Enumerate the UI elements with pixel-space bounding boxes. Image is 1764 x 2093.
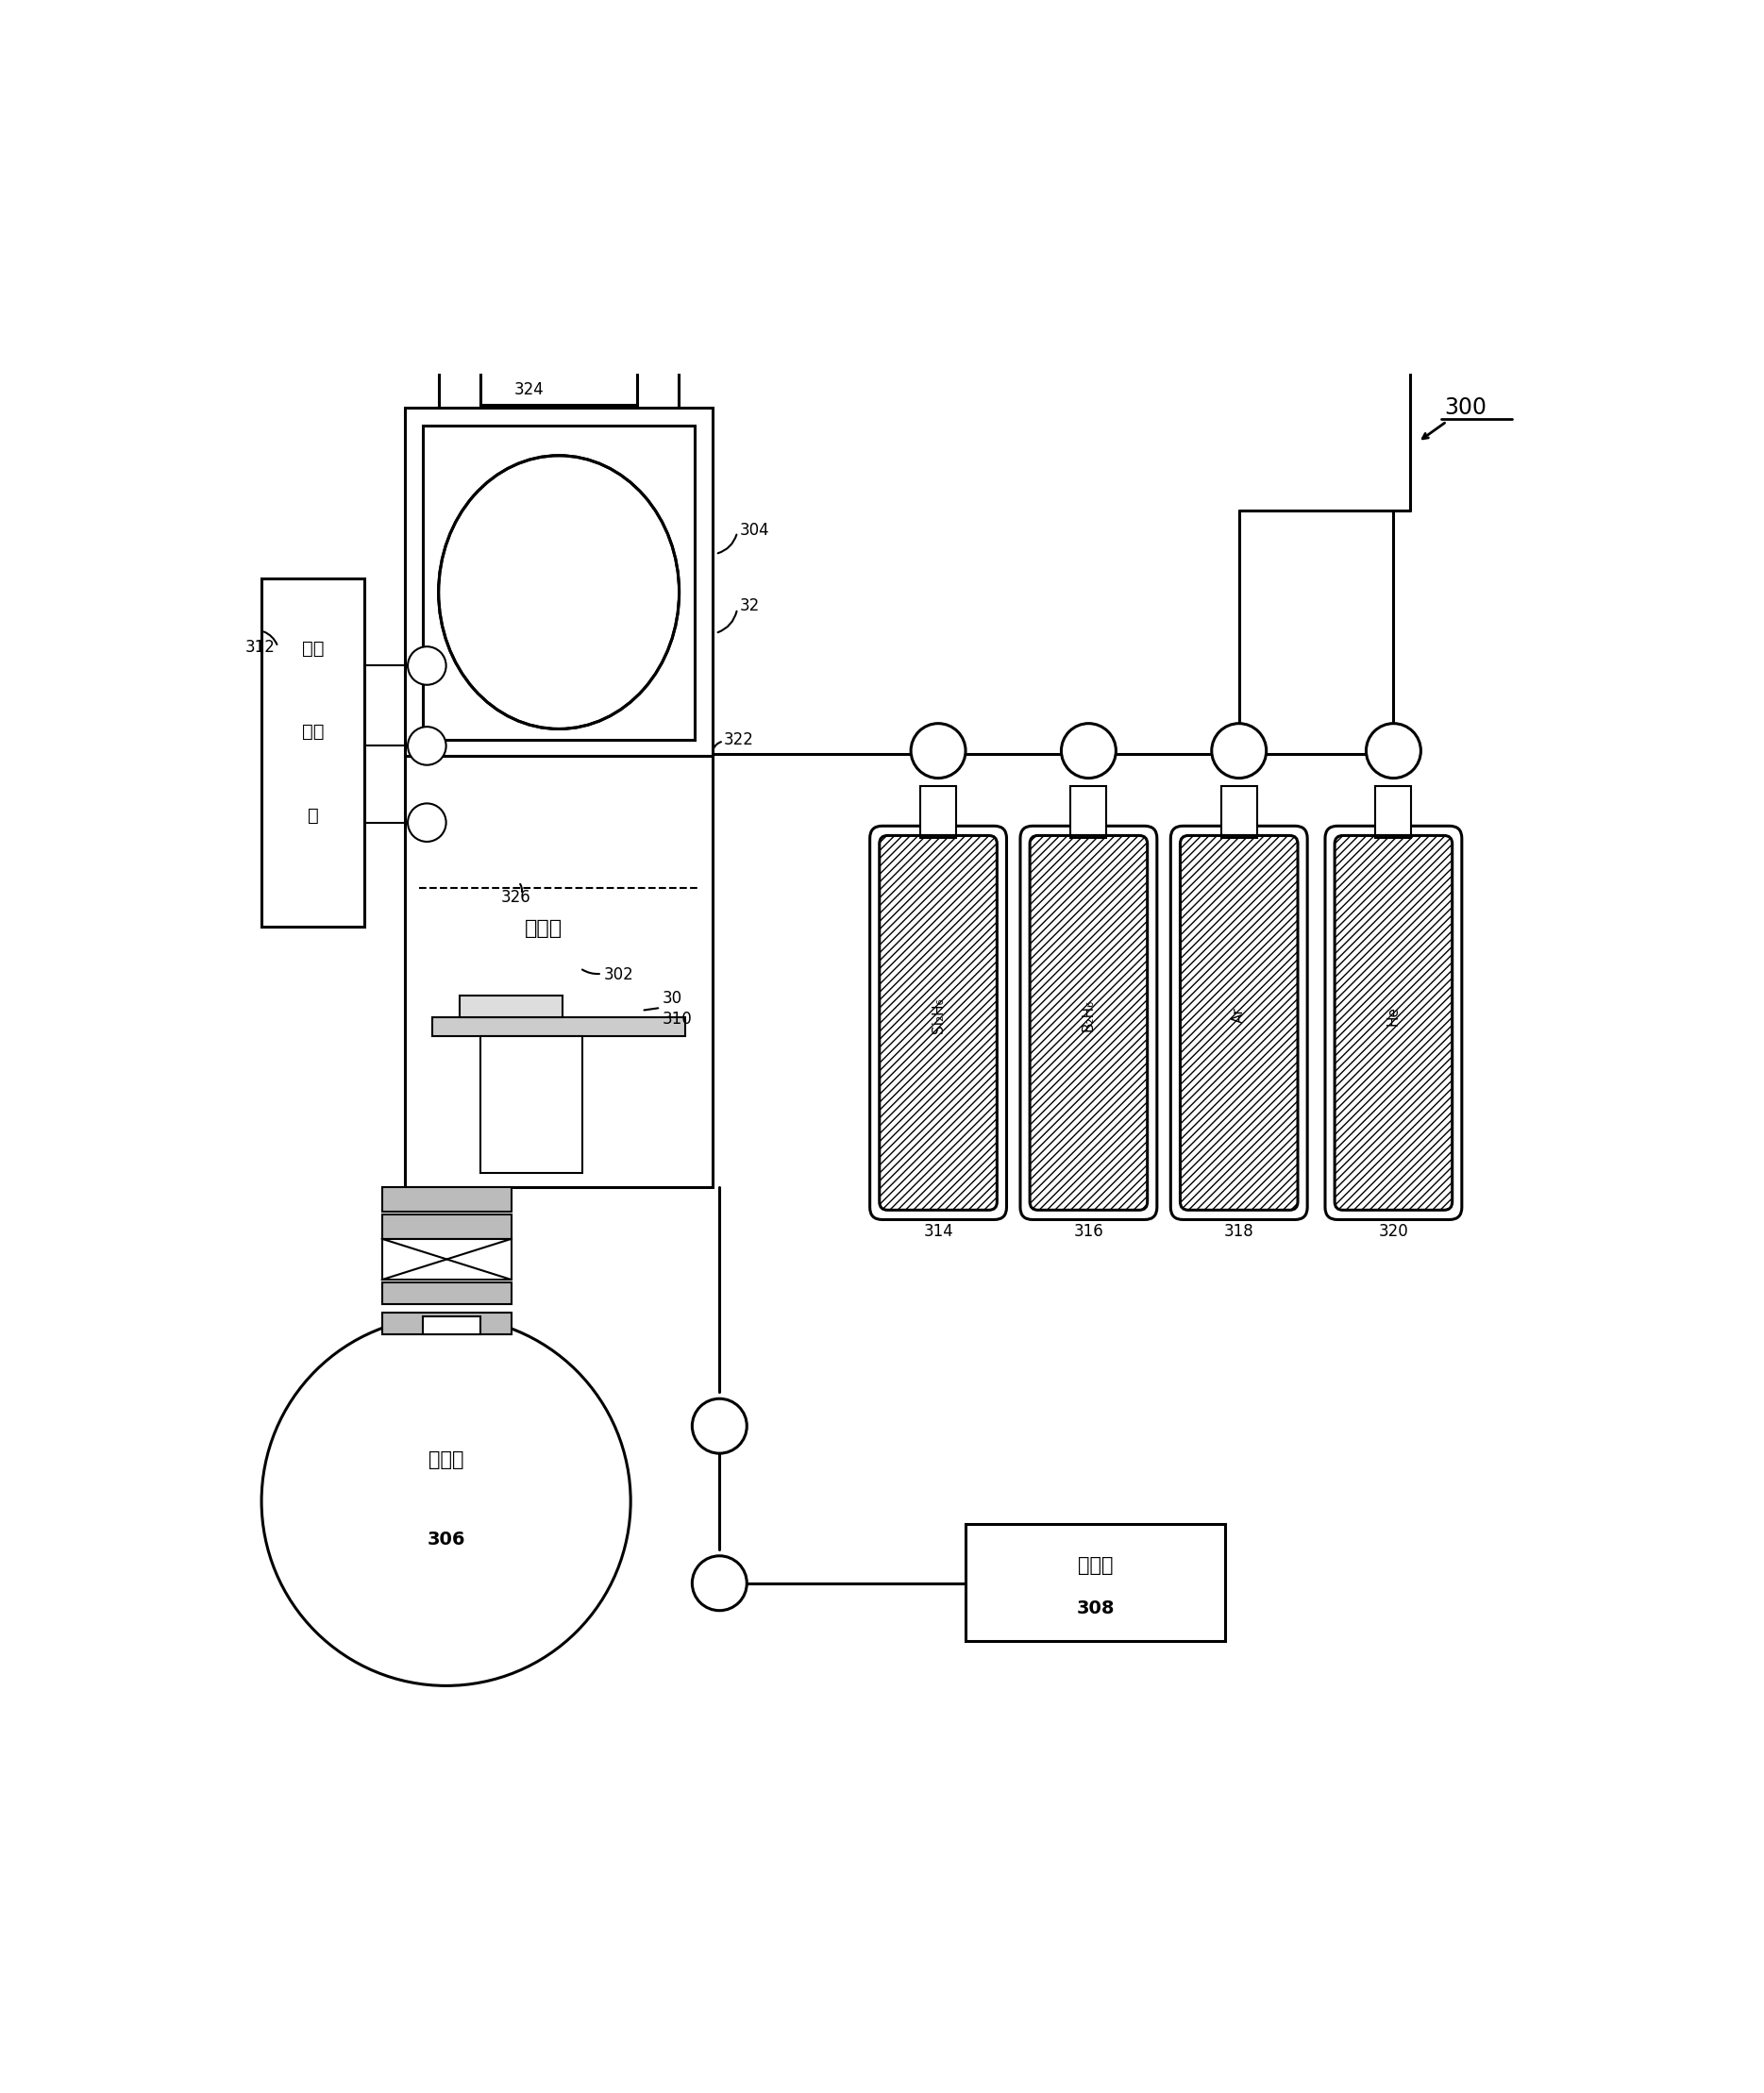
Bar [381, 1312, 512, 1335]
Text: 处理室: 处理室 [524, 919, 563, 938]
Text: 动力: 动力 [302, 722, 325, 741]
Circle shape [691, 1555, 746, 1610]
Bar [965, 1524, 1226, 1641]
Circle shape [407, 726, 446, 766]
Circle shape [407, 804, 446, 841]
Circle shape [1212, 724, 1267, 779]
Bar [381, 1214, 512, 1239]
Bar [480, 1036, 582, 1174]
Text: 30: 30 [662, 990, 683, 1007]
Text: 320: 320 [1378, 1224, 1408, 1241]
Text: 32: 32 [741, 597, 760, 615]
Bar [921, 787, 956, 839]
Text: 310: 310 [662, 1011, 691, 1028]
Circle shape [691, 1398, 746, 1453]
Text: 312: 312 [245, 638, 275, 655]
Circle shape [1365, 724, 1420, 779]
Circle shape [1062, 724, 1117, 779]
Text: 300: 300 [1445, 396, 1487, 419]
Text: 314: 314 [923, 1224, 953, 1241]
Text: B₂H₆: B₂H₆ [1081, 998, 1095, 1032]
Bar [381, 1239, 512, 1279]
Bar [423, 425, 695, 739]
Text: 326: 326 [501, 890, 531, 906]
Text: 316: 316 [1074, 1224, 1104, 1241]
FancyBboxPatch shape [1020, 827, 1157, 1220]
Text: 304: 304 [741, 523, 769, 540]
FancyBboxPatch shape [1325, 827, 1462, 1220]
Text: 306: 306 [427, 1530, 466, 1549]
Text: 308: 308 [1076, 1599, 1115, 1618]
FancyBboxPatch shape [1171, 827, 1307, 1220]
Bar [480, 350, 637, 404]
Text: 318: 318 [1224, 1224, 1254, 1241]
Text: 射频: 射频 [302, 638, 325, 657]
Bar [381, 1187, 512, 1212]
Circle shape [407, 647, 446, 684]
Ellipse shape [439, 456, 679, 728]
Bar [406, 756, 713, 1187]
Bar [381, 1283, 512, 1304]
Bar [406, 408, 713, 756]
Text: 涡轮泵: 涡轮泵 [429, 1450, 464, 1469]
Text: Ar: Ar [1231, 1007, 1245, 1023]
Text: 324: 324 [515, 381, 545, 398]
Text: He: He [1387, 1005, 1401, 1026]
Bar [432, 1017, 684, 1036]
Bar [460, 996, 563, 1017]
Text: 源: 源 [307, 806, 318, 825]
Circle shape [910, 724, 965, 779]
Circle shape [261, 1316, 632, 1685]
Text: Si₂H₆: Si₂H₆ [931, 998, 946, 1034]
Bar [1376, 787, 1411, 839]
Text: 机械泵: 机械泵 [1078, 1555, 1113, 1574]
Bar [423, 1316, 480, 1335]
Bar [261, 578, 363, 927]
Bar [1071, 787, 1106, 839]
FancyBboxPatch shape [870, 827, 1007, 1220]
Text: 322: 322 [723, 730, 753, 749]
Text: 302: 302 [603, 967, 633, 984]
Bar [1221, 787, 1258, 839]
